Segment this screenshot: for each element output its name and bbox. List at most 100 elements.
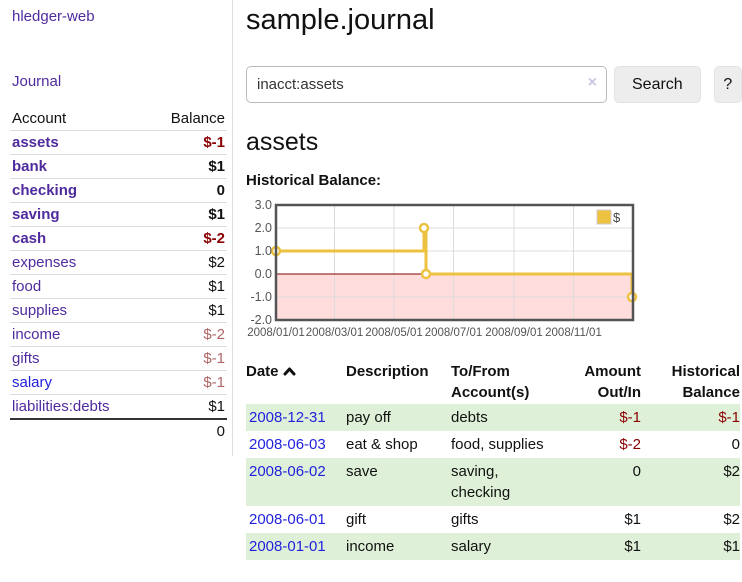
account-balance: $-1 <box>147 130 227 155</box>
search-bar: × Search ? <box>246 66 742 103</box>
register-accounts: gifts <box>451 511 479 528</box>
date-link[interactable]: 2008-06-02 <box>249 463 326 480</box>
account-balance: $1 <box>147 394 227 419</box>
svg-text:0.0: 0.0 <box>255 267 272 281</box>
register-balance: $2 <box>723 511 740 528</box>
register-row: 2008-06-03 eat & shop food, supplies $-2… <box>246 431 740 458</box>
main-panel: sample.journal × Search ? assets Histori… <box>233 0 742 560</box>
help-button[interactable]: ? <box>713 66 742 103</box>
accounts-header-balance: Balance <box>170 110 225 127</box>
account-row: food $1 <box>10 274 227 299</box>
register-balance: 0 <box>731 436 740 453</box>
account-row: assets $-1 <box>10 130 227 155</box>
account-row: liabilities:debts $1 <box>10 394 227 419</box>
account-balance: $2 <box>147 250 227 275</box>
register-amount: $1 <box>624 511 641 528</box>
page-title: sample.journal <box>246 4 435 36</box>
account-balance: 0 <box>147 178 227 203</box>
register-row: 2008-01-01 income salary $1 $1 <box>246 533 740 560</box>
account-link-gifts[interactable]: gifts <box>12 350 40 367</box>
account-balance: $1 <box>147 154 227 179</box>
svg-text:2008/07/01: 2008/07/01 <box>425 327 483 339</box>
svg-text:-1.0: -1.0 <box>250 290 272 304</box>
register-description: save <box>346 463 378 480</box>
date-link[interactable]: 2008-06-01 <box>249 511 326 528</box>
search-button[interactable]: Search <box>614 66 701 103</box>
account-link-assets[interactable]: assets <box>12 134 59 151</box>
account-row: bank $1 <box>10 154 227 179</box>
svg-text:2008/05/01: 2008/05/01 <box>365 327 423 339</box>
date-link[interactable]: 2008-12-31 <box>249 409 326 426</box>
register-description: pay off <box>346 409 391 426</box>
accounts-total-value: 0 <box>147 418 227 443</box>
account-balance: $-2 <box>147 322 227 347</box>
app-title[interactable]: hledger-web <box>12 8 95 25</box>
account-link-bank[interactable]: bank <box>12 158 48 175</box>
register-accounts: salary <box>451 538 492 555</box>
account-link-cash[interactable]: cash <box>12 230 47 247</box>
account-link-liabilities-debts[interactable]: liabilities:debts <box>12 398 110 415</box>
account-heading: assets <box>246 128 319 156</box>
nav-journal-link[interactable]: Journal <box>12 73 62 90</box>
svg-text:2008/09/01: 2008/09/01 <box>485 327 543 339</box>
chart-legend: $ <box>596 209 621 225</box>
accounts-table: Account Balance assets $-1 bank $1 checkin… <box>10 107 227 443</box>
register-description: gift <box>346 511 367 528</box>
accounts-total-row: 0 <box>10 418 227 443</box>
register-amount: $-2 <box>619 436 641 453</box>
account-balance: $-1 <box>147 370 227 395</box>
register-amount: $1 <box>624 538 641 555</box>
account-row: income $-2 <box>10 322 227 347</box>
date-link[interactable]: 2008-06-03 <box>249 436 326 453</box>
account-link-food[interactable]: food <box>12 278 42 295</box>
sidebar: hledger-web Journal Account Balance asse… <box>0 0 233 456</box>
account-link-salary[interactable]: salary <box>12 374 53 391</box>
date-link[interactable]: 2008-01-01 <box>249 538 326 555</box>
register-header-accounts[interactable]: To/From Account(s) <box>451 363 530 401</box>
register-header-description[interactable]: Description <box>346 363 429 380</box>
account-balance: $-2 <box>147 226 227 251</box>
chart-border <box>274 203 635 322</box>
account-balance: $1 <box>147 274 227 299</box>
account-row: saving $1 <box>10 202 227 227</box>
register-balance: $-1 <box>718 409 740 426</box>
search-input[interactable] <box>246 66 607 103</box>
account-balance: $-1 <box>147 346 227 371</box>
register-header-date[interactable]: Date <box>246 360 346 404</box>
register-row: 2008-06-01 gift gifts $1 $2 <box>246 506 740 533</box>
account-row: cash $-2 <box>10 226 227 251</box>
chart-y-axis: 3.0 2.0 1.0 0.0 -1.0 -2.0 <box>250 198 272 327</box>
account-row: checking 0 <box>10 178 227 203</box>
register-table: Date Description To/From Account(s) Amou… <box>246 360 740 560</box>
account-row: salary $-1 <box>10 370 227 395</box>
account-row: gifts $-1 <box>10 346 227 371</box>
account-row: supplies $1 <box>10 298 227 323</box>
svg-text:2008/01/01: 2008/01/01 <box>247 327 305 339</box>
svg-text:2008/11/01: 2008/11/01 <box>545 327 602 339</box>
account-link-supplies[interactable]: supplies <box>12 302 68 319</box>
account-row: expenses $2 <box>10 250 227 275</box>
register-description: eat & shop <box>346 436 418 453</box>
register-amount: $-1 <box>619 409 641 426</box>
account-link-saving[interactable]: saving <box>12 206 60 223</box>
register-balance: $1 <box>723 538 740 555</box>
clear-search-icon[interactable]: × <box>587 74 597 91</box>
register-balance: $2 <box>723 463 740 480</box>
svg-text:1.0: 1.0 <box>255 244 272 258</box>
account-balance: $1 <box>147 298 227 323</box>
historical-balance-chart: $ 3.0 2.0 1.0 0.0 -1.0 -2.0 2008/01/01 2… <box>246 197 742 343</box>
svg-text:2.0: 2.0 <box>255 221 272 235</box>
account-balance: $1 <box>147 202 227 227</box>
register-header-balance[interactable]: Historical Balance <box>671 363 740 401</box>
svg-text:3.0: 3.0 <box>255 198 272 212</box>
legend-label: $ <box>613 210 621 225</box>
register-description: income <box>346 538 395 555</box>
register-accounts: debts <box>451 409 488 426</box>
sort-ascending-icon <box>283 361 296 382</box>
chart-title: Historical Balance: <box>246 172 382 189</box>
register-row: 2008-12-31 pay off debts $-1 $-1 <box>246 404 740 431</box>
account-link-checking[interactable]: checking <box>12 182 78 199</box>
account-link-income[interactable]: income <box>12 326 61 343</box>
register-header-amount[interactable]: Amount Out/In <box>584 363 641 401</box>
account-link-expenses[interactable]: expenses <box>12 254 77 271</box>
